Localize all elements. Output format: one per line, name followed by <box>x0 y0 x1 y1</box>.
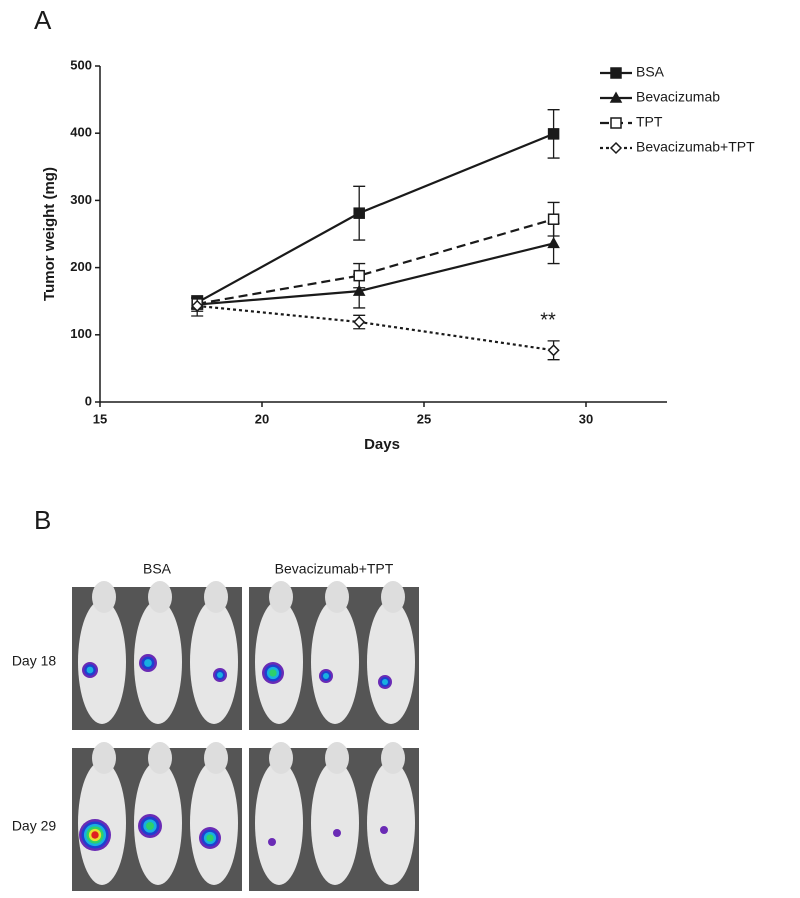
series-line <box>197 304 554 352</box>
legend-label: Bevacizumab+TPT <box>636 139 755 155</box>
signal <box>268 838 276 846</box>
mouse-head <box>325 581 349 613</box>
marker <box>547 236 560 249</box>
marker <box>352 284 366 296</box>
mouse-head <box>92 581 116 613</box>
marker <box>547 128 560 140</box>
mouse <box>311 600 359 724</box>
mouse-head <box>92 742 116 774</box>
photo <box>249 581 419 730</box>
mouse <box>190 600 238 724</box>
photo <box>72 581 242 730</box>
column-label: Bevacizumab+TPT <box>275 561 394 577</box>
mouse <box>367 761 415 885</box>
y-tick-label: 0 <box>85 393 92 408</box>
y-tick-label: 400 <box>70 125 92 140</box>
mouse <box>78 600 126 724</box>
marker <box>547 344 560 357</box>
legend-label: BSA <box>636 64 665 80</box>
row-label: Day 18 <box>12 653 57 669</box>
marker <box>547 213 560 225</box>
legend-marker <box>609 91 623 103</box>
legend-label: TPT <box>636 114 663 130</box>
annotation: ** <box>540 309 556 331</box>
signal <box>333 829 341 837</box>
mouse <box>255 600 303 724</box>
series-line <box>196 132 555 304</box>
mouse-head <box>204 581 228 613</box>
signal <box>146 822 154 830</box>
y-tick-label: 300 <box>70 192 92 207</box>
x-tick-label: 15 <box>93 411 107 426</box>
mouse-head <box>381 581 405 613</box>
legend-marker <box>610 67 622 79</box>
mouse-head <box>325 742 349 774</box>
mouse-head <box>148 581 172 613</box>
legend-marker <box>609 141 623 155</box>
mouse <box>311 761 359 885</box>
column-label: BSA <box>143 561 172 577</box>
signal <box>382 679 388 685</box>
y-tick-label: 200 <box>70 259 92 274</box>
x-tick-label: 25 <box>417 411 431 426</box>
mouse-head <box>204 742 228 774</box>
y-tick-label: 500 <box>70 57 92 72</box>
legend-label: Bevacizumab <box>636 89 720 105</box>
signal <box>91 831 99 839</box>
marker <box>353 207 365 219</box>
signal <box>144 659 152 667</box>
marker <box>353 269 365 282</box>
signal <box>323 673 329 679</box>
photo <box>72 742 242 891</box>
mouse-head <box>148 742 172 774</box>
y-axis-label: Tumor weight (mg) <box>41 167 58 301</box>
row-label: Day 29 <box>12 818 57 834</box>
panel-label: B <box>34 505 51 535</box>
signal <box>206 834 214 842</box>
marker <box>191 299 204 312</box>
x-axis-label: Days <box>364 436 400 453</box>
signal <box>86 666 94 674</box>
mouse-head <box>269 742 293 774</box>
y-tick-label: 100 <box>70 326 92 341</box>
signal <box>380 826 388 834</box>
signal <box>269 669 277 677</box>
signal <box>217 672 223 678</box>
x-tick-label: 30 <box>579 411 593 426</box>
mouse <box>190 761 238 885</box>
mouse-head <box>269 581 293 613</box>
mouse <box>255 761 303 885</box>
panel-label: A <box>34 5 52 35</box>
photo <box>249 742 419 891</box>
marker <box>353 315 366 329</box>
legend-marker <box>610 117 622 129</box>
x-tick-label: 20 <box>255 411 269 426</box>
mouse <box>134 600 182 724</box>
mouse-head <box>381 742 405 774</box>
series-line <box>197 218 554 305</box>
mouse <box>367 600 415 724</box>
